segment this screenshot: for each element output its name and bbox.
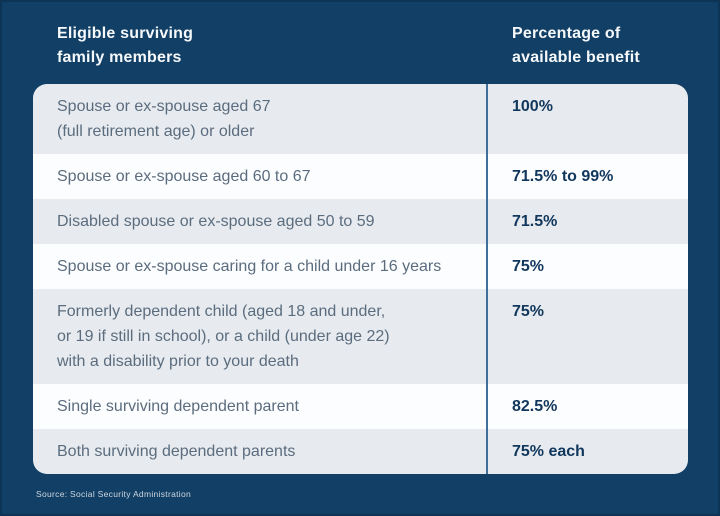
header-cell-members: Eligible surviving family members <box>33 22 486 70</box>
member-cell: Spouse or ex-spouse aged 60 to 67 <box>57 168 311 185</box>
percentage-cell: 75% <box>486 289 688 384</box>
percentage-cell: 71.5% to 99% <box>486 154 688 199</box>
percentage-cell: 75% <box>486 244 688 289</box>
member-cell: Disabled spouse or ex-spouse aged 50 to … <box>57 213 375 230</box>
member-cell: Both surviving dependent parents <box>57 443 296 460</box>
member-cell: Single surviving dependent parent <box>57 398 299 415</box>
percentage-cell: 71.5% <box>486 199 688 244</box>
table-row: Formerly dependent child (aged 18 and un… <box>33 289 688 384</box>
member-cell: Spouse or ex-spouse aged 67 (full retire… <box>57 98 271 140</box>
table-header: Eligible surviving family members Percen… <box>33 22 688 70</box>
table-row: Spouse or ex-spouse aged 60 to 67 71.5% … <box>33 154 688 199</box>
table-row: Both surviving dependent parents 75% eac… <box>33 429 688 474</box>
percentage-cell: 75% each <box>486 429 688 474</box>
benefit-table: Spouse or ex-spouse aged 67 (full retire… <box>33 84 688 474</box>
header-members-label: Eligible surviving family members <box>57 25 194 66</box>
table-row: Disabled spouse or ex-spouse aged 50 to … <box>33 199 688 244</box>
member-cell: Formerly dependent child (aged 18 and un… <box>57 303 390 370</box>
percentage-cell: 82.5% <box>486 384 688 429</box>
member-cell: Spouse or ex-spouse caring for a child u… <box>57 258 442 275</box>
header-percentage-label: Percentage of available benefit <box>512 25 640 66</box>
table-row: Spouse or ex-spouse aged 67 (full retire… <box>33 84 688 154</box>
table-row: Single surviving dependent parent 82.5% <box>33 384 688 429</box>
table-row: Spouse or ex-spouse caring for a child u… <box>33 244 688 289</box>
header-cell-percentage: Percentage of available benefit <box>486 22 688 70</box>
source-attribution: Source: Social Security Administration <box>36 489 192 499</box>
percentage-cell: 100% <box>486 84 688 154</box>
